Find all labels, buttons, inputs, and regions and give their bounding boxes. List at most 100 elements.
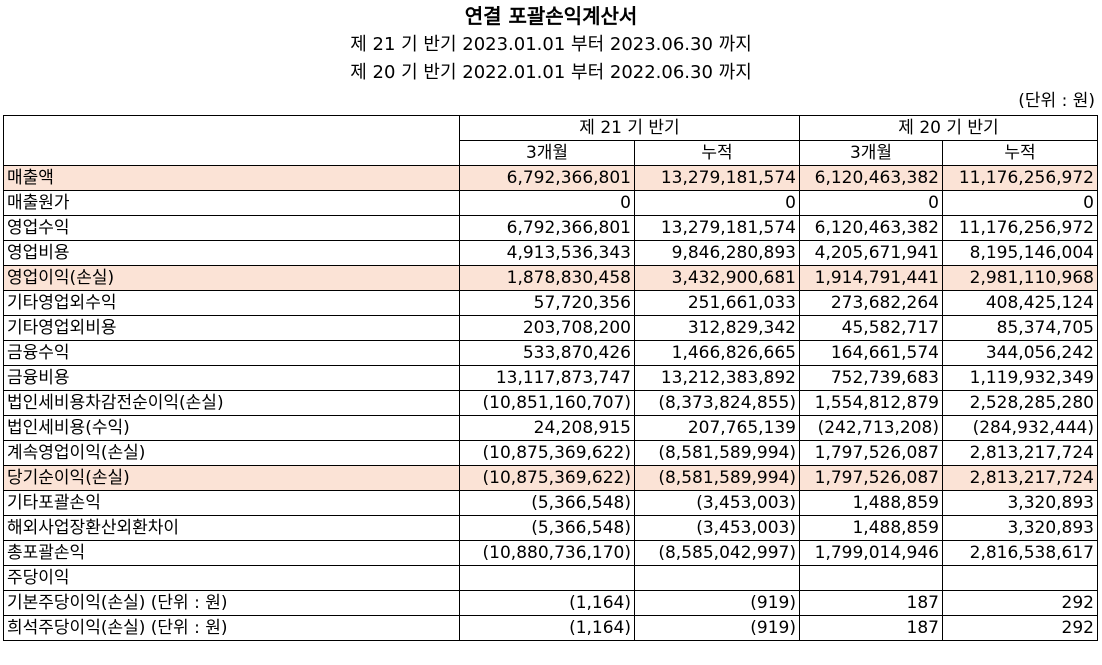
- row-label: 법인세비용(수익): [3, 415, 460, 441]
- row-value: (3,453,003): [634, 515, 800, 541]
- header-row-periods: 제 21 기 반기 제 20 기 반기: [3, 115, 1098, 166]
- row-value: 292: [942, 590, 1098, 616]
- row-value: 752,739,683: [799, 365, 943, 391]
- row-value: 1,466,826,665: [634, 340, 800, 366]
- row-value: 3,320,893: [942, 490, 1098, 516]
- row-value: 187: [799, 615, 943, 641]
- row-label: 기타영업외수익: [3, 290, 460, 316]
- row-value: (10,851,160,707): [459, 390, 635, 416]
- row-value: 13,212,383,892: [634, 365, 800, 391]
- row-value: 13,279,181,574: [634, 215, 800, 241]
- row-value: [634, 565, 800, 591]
- row-value: 1,488,859: [799, 490, 943, 516]
- row-value: (10,875,369,622): [459, 440, 635, 466]
- row-label: 영업수익: [3, 215, 460, 241]
- header-row-subcolumns: 3개월 누적 3개월 누적: [4, 140, 1098, 166]
- row-value: [942, 565, 1098, 591]
- row-value: 344,056,242: [942, 340, 1098, 366]
- row-value: 6,792,366,801: [459, 165, 635, 191]
- row-value: (1,164): [459, 590, 635, 616]
- row-value: 13,279,181,574: [634, 165, 800, 191]
- row-value: 45,582,717: [799, 315, 943, 341]
- row-value: 6,120,463,382: [799, 165, 943, 191]
- row-value: (8,585,042,997): [634, 540, 800, 566]
- row-value: 2,813,217,724: [942, 465, 1098, 491]
- row-label: 희석주당이익(손실) (단위 : 원): [3, 615, 460, 641]
- row-value: 57,720,356: [459, 290, 635, 316]
- row-value: 24,208,915: [459, 415, 635, 441]
- row-value: 1,878,830,458: [459, 265, 635, 291]
- row-value: 13,117,873,747: [459, 365, 635, 391]
- period-current: 제 21 기 반기 2023.01.01 부터 2023.06.30 까지: [350, 34, 752, 55]
- table-row: 금융비용 13,117,873,747 13,212,383,892 752,739,…: [3, 365, 1098, 391]
- row-value: [799, 565, 943, 591]
- row-label: 매출액: [3, 165, 460, 191]
- table-row: 기타영업외수익 57,720,356 251,661,033 273,682,264 4…: [3, 290, 1098, 316]
- row-value: 2,528,285,280: [942, 390, 1098, 416]
- row-value: 0: [634, 190, 800, 216]
- header-period-prior: 제 20 기 반기: [799, 115, 1098, 141]
- row-value: 6,792,366,801: [459, 215, 635, 241]
- row-value: 1,797,526,087: [799, 465, 943, 491]
- row-value: (8,581,589,994): [634, 440, 800, 466]
- row-label: 매출원가: [3, 190, 460, 216]
- row-value: 408,425,124: [942, 290, 1098, 316]
- row-value: 1,554,812,879: [799, 390, 943, 416]
- row-value: 3,320,893: [942, 515, 1098, 541]
- table-row: 기타포괄손익 (5,366,548) (3,453,003) 1,488,859 3,3…: [3, 490, 1098, 516]
- row-value: (1,164): [459, 615, 635, 641]
- row-label: 법인세비용차감전순이익(손실): [3, 390, 460, 416]
- row-value: (3,453,003): [634, 490, 800, 516]
- row-value: 1,799,014,946: [799, 540, 943, 566]
- row-value: 2,813,217,724: [942, 440, 1098, 466]
- header-prior-3month: 3개월: [799, 140, 943, 166]
- row-value: 203,708,200: [459, 315, 635, 341]
- row-value: 187: [799, 590, 943, 616]
- row-label: 금융비용: [3, 365, 460, 391]
- table-row: 매출원가 0 0 0 0: [3, 190, 1098, 216]
- row-label: 영업이익(손실): [3, 265, 460, 291]
- row-value: 292: [942, 615, 1098, 641]
- row-value: (8,581,589,994): [634, 465, 800, 491]
- row-value: 0: [942, 190, 1098, 216]
- row-value: 1,488,859: [799, 515, 943, 541]
- row-value: 3,432,900,681: [634, 265, 800, 291]
- header-current-3month: 3개월: [459, 140, 635, 166]
- row-value: 1,797,526,087: [799, 440, 943, 466]
- row-label: 기본주당이익(손실) (단위 : 원): [3, 590, 460, 616]
- unit-label: (단위 : 원): [1018, 91, 1095, 111]
- table-row: 금융수익 533,870,426 1,466,826,665 164,661,574 3…: [3, 340, 1098, 366]
- row-value: 11,176,256,972: [942, 215, 1098, 241]
- row-value: (8,373,824,855): [634, 390, 800, 416]
- row-value: (5,366,548): [459, 490, 635, 516]
- row-value: 6,120,463,382: [799, 215, 943, 241]
- row-value: 312,829,342: [634, 315, 800, 341]
- row-value: (10,875,369,622): [459, 465, 635, 491]
- row-label: 당기순이익(손실): [3, 465, 460, 491]
- table-row: 기타영업외비용 203,708,200 312,829,342 45,582,717 8…: [3, 315, 1098, 341]
- table-row: 총포괄손익 (10,880,736,170) (8,585,042,997) 1,79…: [3, 540, 1098, 566]
- row-value: 207,765,139: [634, 415, 800, 441]
- row-value: 8,195,146,004: [942, 240, 1098, 266]
- row-value: 85,374,705: [942, 315, 1098, 341]
- row-value: 2,816,538,617: [942, 540, 1098, 566]
- table-row: 영업수익 6,792,366,801 13,279,181,574 6,120,463…: [3, 215, 1098, 241]
- table-row: 영업비용 4,913,536,343 9,846,280,893 4,205,671,…: [3, 240, 1098, 266]
- row-value: (919): [634, 590, 800, 616]
- row-value: 4,913,536,343: [459, 240, 635, 266]
- table-row: 법인세비용(수익) 24,208,915 207,765,139 (242,713,2…: [3, 415, 1098, 441]
- period-prior: 제 20 기 반기 2022.01.01 부터 2022.06.30 까지: [350, 62, 752, 83]
- table-row: 희석주당이익(손실) (단위 : 원) (1,164) (919) 187 292: [3, 615, 1098, 641]
- row-label: 금융수익: [3, 340, 460, 366]
- row-label: 계속영업이익(손실): [3, 440, 460, 466]
- header-blank-cell: [3, 115, 460, 166]
- row-value: (284,932,444): [942, 415, 1098, 441]
- row-value: 1,119,932,349: [942, 365, 1098, 391]
- header-period-current: 제 21 기 반기: [459, 115, 800, 141]
- row-value: 2,981,110,968: [942, 265, 1098, 291]
- row-label: 기타포괄손익: [3, 490, 460, 516]
- table-row: 법인세비용차감전순이익(손실) (10,851,160,707) (8,373,82…: [3, 390, 1098, 416]
- row-value: 0: [459, 190, 635, 216]
- row-value: (919): [634, 615, 800, 641]
- row-label: 기타영업외비용: [3, 315, 460, 341]
